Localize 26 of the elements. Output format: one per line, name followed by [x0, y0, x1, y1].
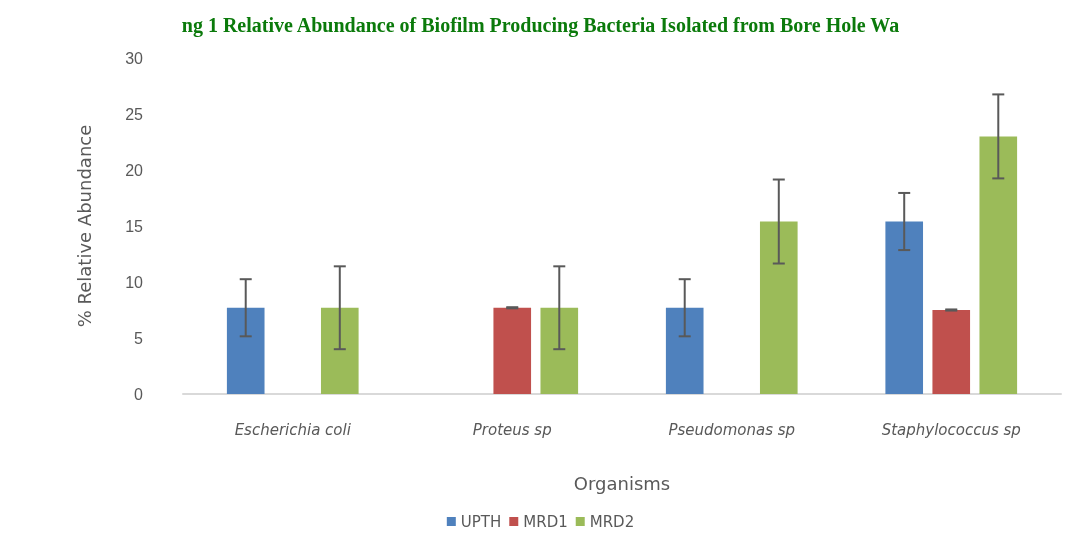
bar [979, 136, 1018, 394]
bar [493, 307, 532, 394]
bar [665, 307, 704, 394]
y-tick-label: 30 [125, 49, 144, 67]
bar [320, 307, 359, 394]
x-tick-label: Pseudomonas sp [668, 420, 796, 439]
x-tick-label: Staphylococcus sp [881, 420, 1021, 439]
legend-label: MRD2 [589, 512, 635, 531]
y-tick-label: 0 [134, 385, 144, 403]
bar [540, 307, 579, 394]
y-tick-label: 25 [125, 105, 144, 123]
y-tick-label: 20 [125, 161, 144, 179]
bar [759, 221, 798, 394]
x-tick-label: Escherichia coli [234, 420, 352, 439]
bar [885, 221, 924, 394]
y-axis-title: % Relative Abundance [73, 124, 95, 328]
y-tick-label: 15 [125, 217, 144, 235]
y-tick-label: 10 [125, 273, 144, 291]
legend-label: MRD1 [523, 512, 568, 531]
x-tick-label: Proteus sp [472, 420, 552, 439]
bar [932, 310, 971, 394]
bar [226, 307, 265, 394]
x-axis-title: Organisms [573, 472, 671, 494]
legend-label: UPTH [460, 512, 502, 531]
y-tick-label: 5 [134, 329, 144, 347]
chart-title: ng 1 Relative Abundance of Biofilm Producing Bacteria Isolated from Bore Hole Wa [181, 14, 900, 37]
